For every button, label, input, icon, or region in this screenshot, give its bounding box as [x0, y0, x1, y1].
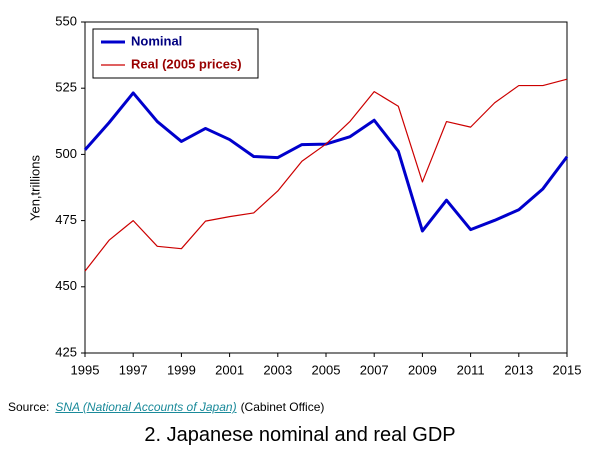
chart: Yen,trillions 425 450 475 500 525 550 1995 1997…	[27, 13, 582, 377]
legend-box	[92, 28, 259, 79]
y-tick-label: 425	[55, 344, 77, 359]
legend-label: Real (2005 prices)	[131, 56, 242, 71]
x-tick-label: 2013	[504, 362, 533, 377]
y-tick-label: 475	[55, 212, 77, 227]
series-line	[84, 78, 568, 272]
x-tick-label: 1997	[119, 362, 148, 377]
x-tick-label: 2003	[263, 362, 292, 377]
x-tick-label: 2007	[360, 362, 389, 377]
x-tick-label: 2009	[408, 362, 437, 377]
x-tick-label: 2011	[457, 362, 485, 377]
x-tick-label: 2015	[553, 362, 582, 377]
y-tick-label: 525	[55, 80, 77, 95]
source: Source: SNA (National Accounts of Japan)(…	[8, 400, 324, 414]
source-suffix: (Cabinet Office)	[240, 400, 325, 414]
y-tick-label: 450	[55, 278, 77, 293]
x-tick-label: 1999	[167, 362, 196, 377]
legend-label: Nominal	[131, 33, 182, 48]
x-tick-label: 2005	[312, 362, 341, 377]
caption: 2. Japanese nominal and real GDP	[144, 424, 456, 446]
x-tick-label: 2001	[215, 362, 244, 377]
source-label: Source:	[8, 400, 50, 414]
x-tick-label: 1995	[71, 362, 100, 377]
series-line	[83, 91, 569, 233]
source-link[interactable]: SNA (National Accounts of Japan)	[55, 400, 237, 414]
y-tick-label: 550	[55, 13, 77, 28]
y-axis-label: Yen,trillions	[27, 155, 42, 222]
y-tick-label: 500	[55, 146, 77, 161]
